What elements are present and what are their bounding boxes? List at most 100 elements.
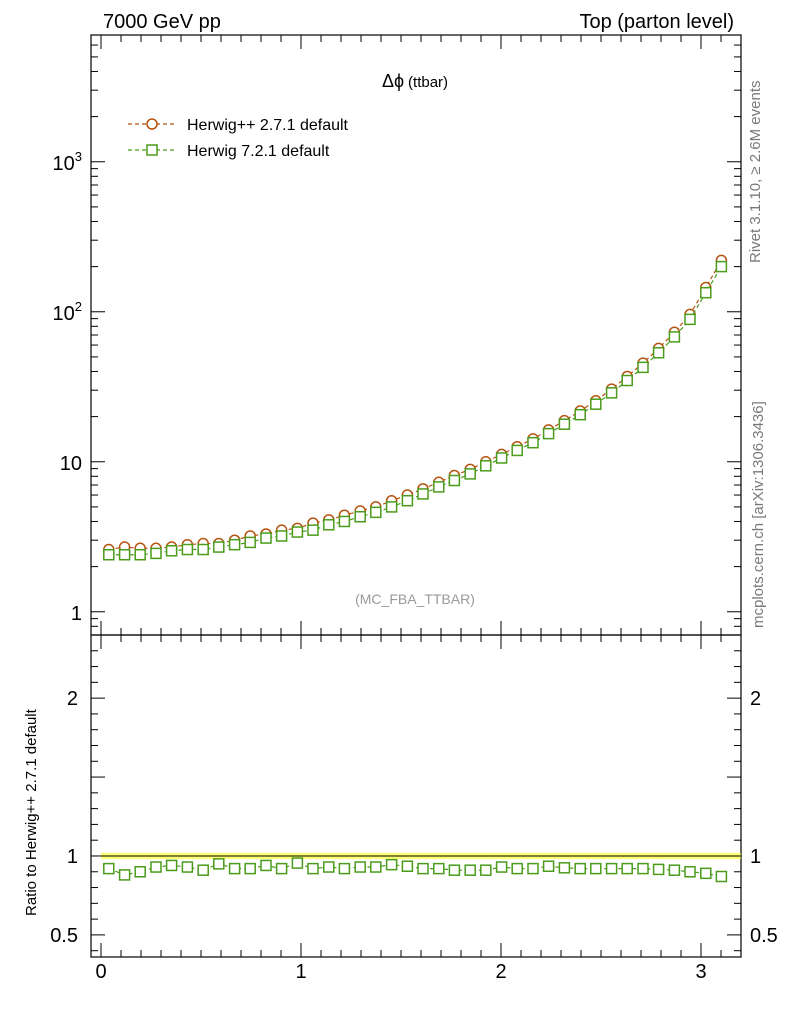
data-point-square — [103, 862, 115, 875]
header-left: 7000 GeV pp — [103, 11, 221, 33]
y-tick-label-base: 10 — [60, 453, 82, 475]
data-point-square — [150, 861, 162, 873]
data-point-square — [684, 866, 696, 878]
data-point-square — [370, 861, 382, 873]
ratio-axis-label: Ratio to Herwig++ 2.7.1 default — [23, 708, 40, 916]
data-point-square — [590, 398, 602, 410]
legend-label: Herwig 7.2.1 default — [187, 143, 330, 160]
y-tick-label: 1 — [71, 603, 82, 625]
data-point-square — [652, 347, 665, 359]
data-point-square — [605, 387, 618, 399]
data-point-square — [574, 862, 586, 875]
data-point-square — [244, 862, 256, 875]
data-point-square — [260, 532, 272, 544]
data-point-square — [668, 331, 681, 343]
mcplots-reference-text: mcplots.cern.ch [arXiv:1306.3436] — [750, 401, 767, 628]
data-point-square — [621, 862, 633, 875]
data-point-square — [150, 547, 162, 560]
data-point-square — [307, 524, 319, 536]
y-tick-label-exponent: 3 — [75, 149, 82, 164]
data-point-square — [480, 864, 492, 876]
data-point-square — [448, 474, 461, 487]
data-point-square — [323, 861, 335, 873]
data-point-square — [417, 862, 429, 875]
series-line — [108, 862, 722, 878]
data-point-square — [338, 862, 351, 875]
data-point-square — [401, 494, 414, 507]
data-point-square — [433, 862, 445, 875]
data-point-square — [715, 870, 728, 883]
data-point-square — [134, 866, 146, 878]
ratio-y-tick-label: 0.5 — [50, 925, 78, 947]
data-point-square — [417, 488, 429, 500]
data-point-square — [323, 519, 335, 531]
data-point-square — [637, 862, 649, 875]
data-point-square — [118, 869, 131, 881]
ratio-y-tick-label: 1 — [67, 846, 78, 868]
data-point-square — [652, 863, 665, 876]
title-symbol: Δϕ — [382, 71, 404, 91]
legend-label: Herwig++ 2.7.1 default — [187, 117, 349, 134]
data-point-square — [291, 857, 304, 869]
y-tick-label-exponent: 2 — [75, 299, 82, 314]
y-tick-label-base: 1 — [71, 603, 82, 625]
data-point-square — [480, 460, 492, 472]
data-point-square — [574, 408, 586, 421]
data-point-square — [511, 862, 523, 875]
data-point-square — [621, 374, 633, 387]
data-point-square — [527, 862, 539, 875]
data-point-square — [197, 864, 209, 876]
main-title: Δϕ (ttbar) — [382, 71, 448, 91]
data-point-square — [637, 361, 649, 374]
data-point-square — [605, 862, 618, 875]
data-point-square — [291, 526, 304, 538]
data-point-square — [668, 864, 681, 876]
main-panel: Δϕ (ttbar) (MC_FBA_TTBAR) Herwig++ 2.7.1 … — [53, 34, 742, 636]
data-point-square — [590, 862, 602, 875]
rivet-version-text: Rivet 3.1.10, ≥ 2.6M events — [747, 81, 764, 264]
legend: Herwig++ 2.7.1 default Herwig 7.2.1 defau… — [128, 117, 349, 160]
data-point-square — [197, 543, 209, 556]
x-tick-label: 2 — [495, 961, 506, 983]
data-point-square — [385, 858, 398, 871]
data-point-square — [228, 862, 241, 875]
data-point-square — [385, 501, 398, 513]
data-point-square — [275, 530, 288, 542]
ratio-panel: Ratio to Herwig++ 2.7.1 default 0.5 0.5 1 1… — [23, 634, 778, 983]
data-point-square — [542, 427, 555, 440]
data-point-square — [228, 538, 241, 551]
data-point-square — [495, 452, 508, 464]
ratio-frame — [90, 634, 742, 958]
data-point-square — [134, 548, 146, 561]
y-tick-label: 103 — [53, 149, 82, 175]
data-point-square — [244, 536, 256, 549]
data-point-square — [700, 286, 712, 299]
data-point-square — [542, 860, 555, 872]
series-line — [108, 266, 722, 556]
analysis-watermark: (MC_FBA_TTBAR) — [355, 591, 475, 607]
data-point-square — [370, 506, 382, 519]
x-tick-label: 3 — [695, 961, 706, 983]
data-point-square — [448, 864, 461, 876]
data-point-square — [433, 481, 445, 493]
data-point-square — [213, 858, 225, 870]
y-tick-label: 102 — [53, 299, 82, 325]
data-point-square — [558, 418, 571, 430]
data-point-square — [181, 543, 194, 556]
data-point-square — [118, 548, 131, 561]
data-point-square — [307, 862, 319, 875]
data-point-square — [464, 468, 476, 480]
data-point-square — [511, 444, 523, 457]
data-point-square — [165, 545, 178, 557]
data-point-square — [181, 861, 194, 873]
y-tick-label-base: 10 — [53, 303, 75, 325]
data-point-square — [700, 867, 712, 880]
y-tick-label-base: 10 — [53, 153, 75, 175]
data-point-square — [527, 436, 539, 449]
legend-marker-square — [146, 144, 158, 156]
title-suffix: (ttbar) — [408, 74, 448, 91]
y-tick-label: 10 — [60, 453, 82, 475]
data-point-square — [354, 510, 366, 523]
legend-marker-circle — [146, 118, 158, 130]
